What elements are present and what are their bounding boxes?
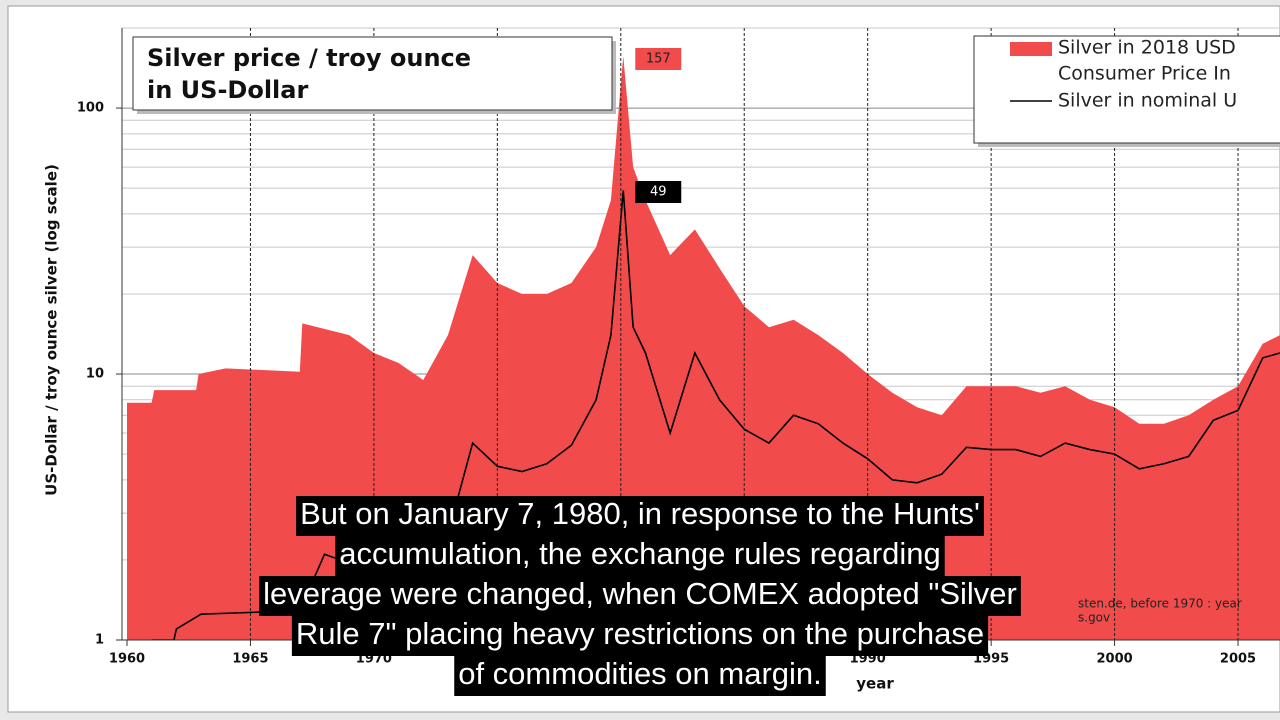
x-tick-label: 2000 — [1096, 652, 1132, 667]
x-tick-label: 1960 — [109, 652, 145, 667]
legend-swatch — [1010, 42, 1052, 56]
x-tick-label: 2005 — [1220, 652, 1256, 667]
caption-background — [335, 536, 945, 576]
legend-note: Consumer Price In — [1058, 63, 1231, 85]
caption-background — [259, 576, 1021, 616]
caption-line: leverage were changed, when COMEX adopte… — [263, 576, 1017, 611]
caption-background — [296, 496, 984, 536]
legend-label: Silver in nominal U — [1058, 90, 1237, 112]
caption-background — [291, 616, 989, 656]
y-axis-label: US-Dollar / troy ounce silver (log scale… — [43, 164, 61, 496]
caption-line: Rule 7" placing heavy restrictions on th… — [296, 616, 984, 651]
caption-line: accumulation, the exchange rules regardi… — [339, 536, 940, 571]
area — [127, 55, 1280, 640]
y-tick-label: 10 — [86, 367, 104, 382]
caption-line: of commodities on margin. — [458, 656, 822, 691]
caption-background — [454, 656, 826, 696]
source: s.gov — [1078, 611, 1110, 625]
caption: But on January 7, 1980, in response to t… — [259, 496, 1021, 696]
annotation-label: 49 — [650, 185, 667, 200]
source: sten.de, before 1970 : year — [1078, 597, 1242, 611]
title-box — [132, 36, 613, 111]
chart-title: Silver price / troy ounce — [147, 44, 471, 72]
y-tick-label: 100 — [77, 101, 104, 116]
x-axis-label: year — [856, 675, 894, 693]
legend-label: Silver in 2018 USD — [1058, 37, 1236, 59]
annotation-box — [635, 181, 682, 203]
caption-line: But on January 7, 1980, in response to t… — [300, 496, 980, 531]
y-tick-label: 1 — [95, 633, 104, 648]
legend: Consumer Price In Silver in 2018 USD Silv… — [973, 35, 1280, 147]
annotation-box — [635, 48, 682, 70]
x-tick-label: 1965 — [232, 652, 268, 667]
chart-title: in US-Dollar — [147, 76, 308, 104]
annotation-label: 157 — [646, 52, 671, 67]
